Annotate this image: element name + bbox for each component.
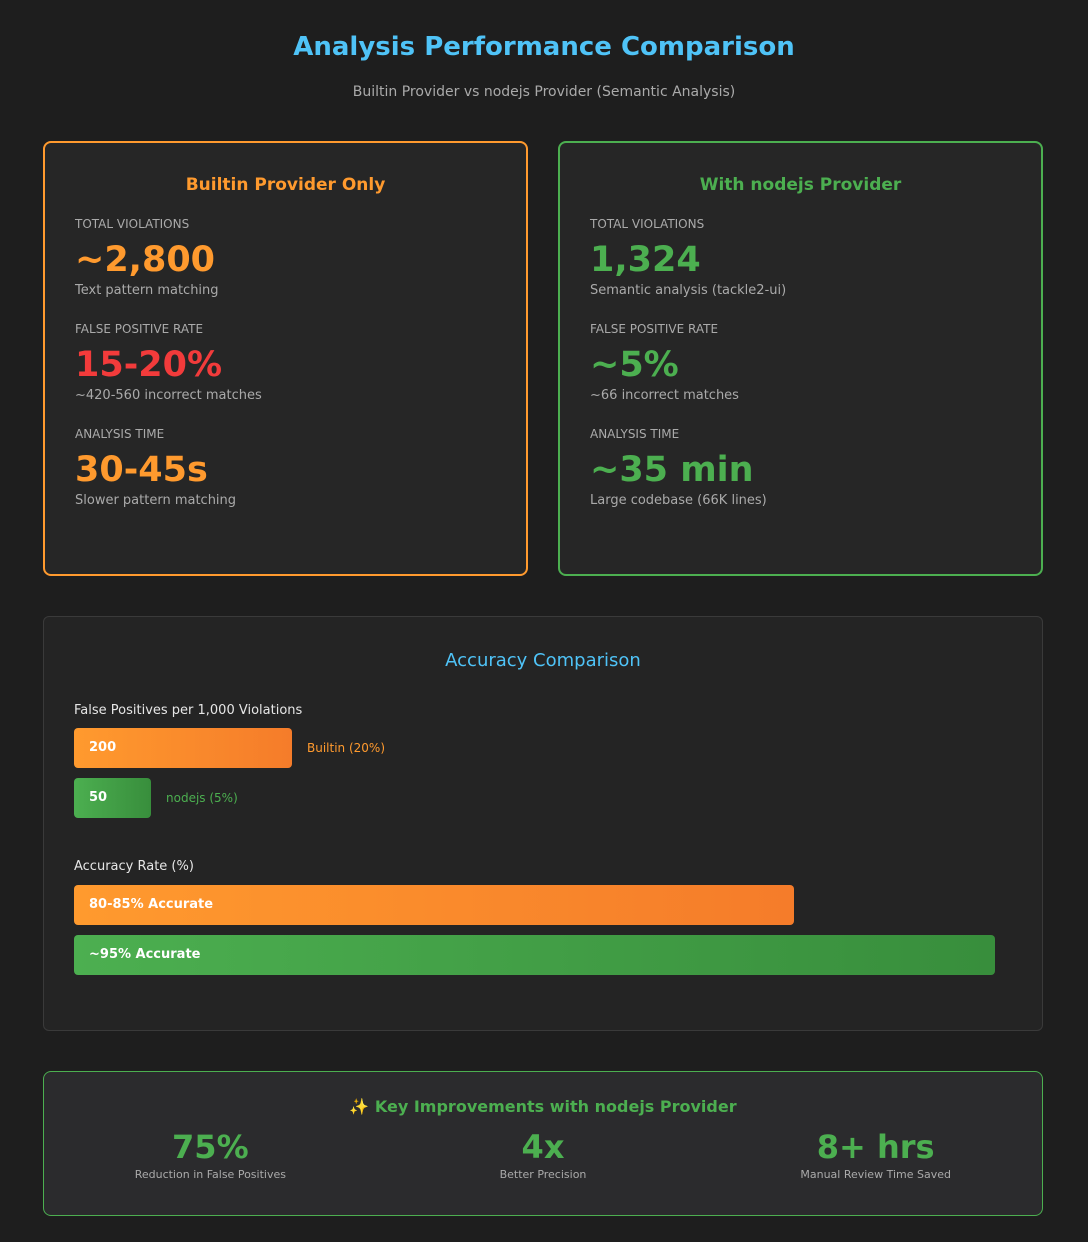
stat-value: 4x <box>521 1128 565 1166</box>
section-title: Accuracy Comparison <box>445 650 641 671</box>
accuracy-comparison: Accuracy Comparison False Positives per … <box>43 616 1043 1031</box>
metric-label: False Positive Rate <box>590 322 719 336</box>
metric-label: Total Violations <box>75 217 190 231</box>
fp-bar-builtin-label: Builtin (20%) <box>307 741 385 755</box>
card-title: Builtin Provider Only <box>185 175 386 195</box>
metric-label: False Positive Rate <box>75 322 204 336</box>
metric-note: Text pattern matching <box>75 283 219 298</box>
metric-value: 1,324 <box>590 240 701 280</box>
page-subtitle: Builtin Provider vs nodejs Provider (Sem… <box>352 84 736 100</box>
stat-item: 75% Reduction in False Positives <box>44 1128 377 1181</box>
accuracy-bar-builtin: 80-85% Accurate <box>74 885 795 925</box>
accuracy-bar-nodejs: ~95% Accurate <box>74 935 995 975</box>
metric-value: 15-20% <box>75 345 223 385</box>
metric-label: Analysis Time <box>590 427 680 441</box>
stat-item: 4x Better Precision <box>377 1128 710 1181</box>
metric-note: Large codebase (66K lines) <box>590 493 767 508</box>
stat-desc: Reduction in False Positives <box>134 1168 286 1181</box>
fp-bar-nodejs: 50 <box>74 778 151 818</box>
stat-desc: Better Precision <box>499 1168 587 1181</box>
fp-bar-nodejs-label: nodejs (5%) <box>166 791 238 805</box>
accuracy-rate-label: Accuracy Rate (%) <box>74 859 194 874</box>
metric-note: Semantic analysis (tackle2-ui) <box>590 283 787 298</box>
fp-bar-builtin: 200 <box>74 728 292 768</box>
metric-value: 30-45s <box>75 450 208 490</box>
nodejs-card: With nodejs Provider Total Violations 1,… <box>558 141 1043 576</box>
builtin-card: Builtin Provider Only Total Violations ~… <box>43 141 528 576</box>
metric-label: Total Violations <box>590 217 705 231</box>
stat-value: 75% <box>172 1128 249 1166</box>
metric-note: Slower pattern matching <box>75 493 237 508</box>
metric-value: ~2,800 <box>75 240 216 280</box>
key-improvements: ✨ Key Improvements with nodejs Provider … <box>43 1071 1043 1216</box>
metric-value: ~5% <box>590 345 679 385</box>
stat-desc: Manual Review Time Saved <box>800 1168 951 1181</box>
stat-value: 8+ hrs <box>816 1128 935 1166</box>
metric-label: Analysis Time <box>75 427 165 441</box>
summary-title: ✨ Key Improvements with nodejs Provider <box>349 1097 737 1116</box>
page-title: Analysis Performance Comparison <box>293 32 795 62</box>
fp-label: False Positives per 1,000 Violations <box>74 703 303 718</box>
metric-note: ~66 incorrect matches <box>590 388 739 403</box>
metric-note: ~420-560 incorrect matches <box>75 388 262 403</box>
stat-item: 8+ hrs Manual Review Time Saved <box>709 1128 1042 1181</box>
metric-value: ~35 min <box>590 450 754 490</box>
card-title: With nodejs Provider <box>699 175 902 195</box>
